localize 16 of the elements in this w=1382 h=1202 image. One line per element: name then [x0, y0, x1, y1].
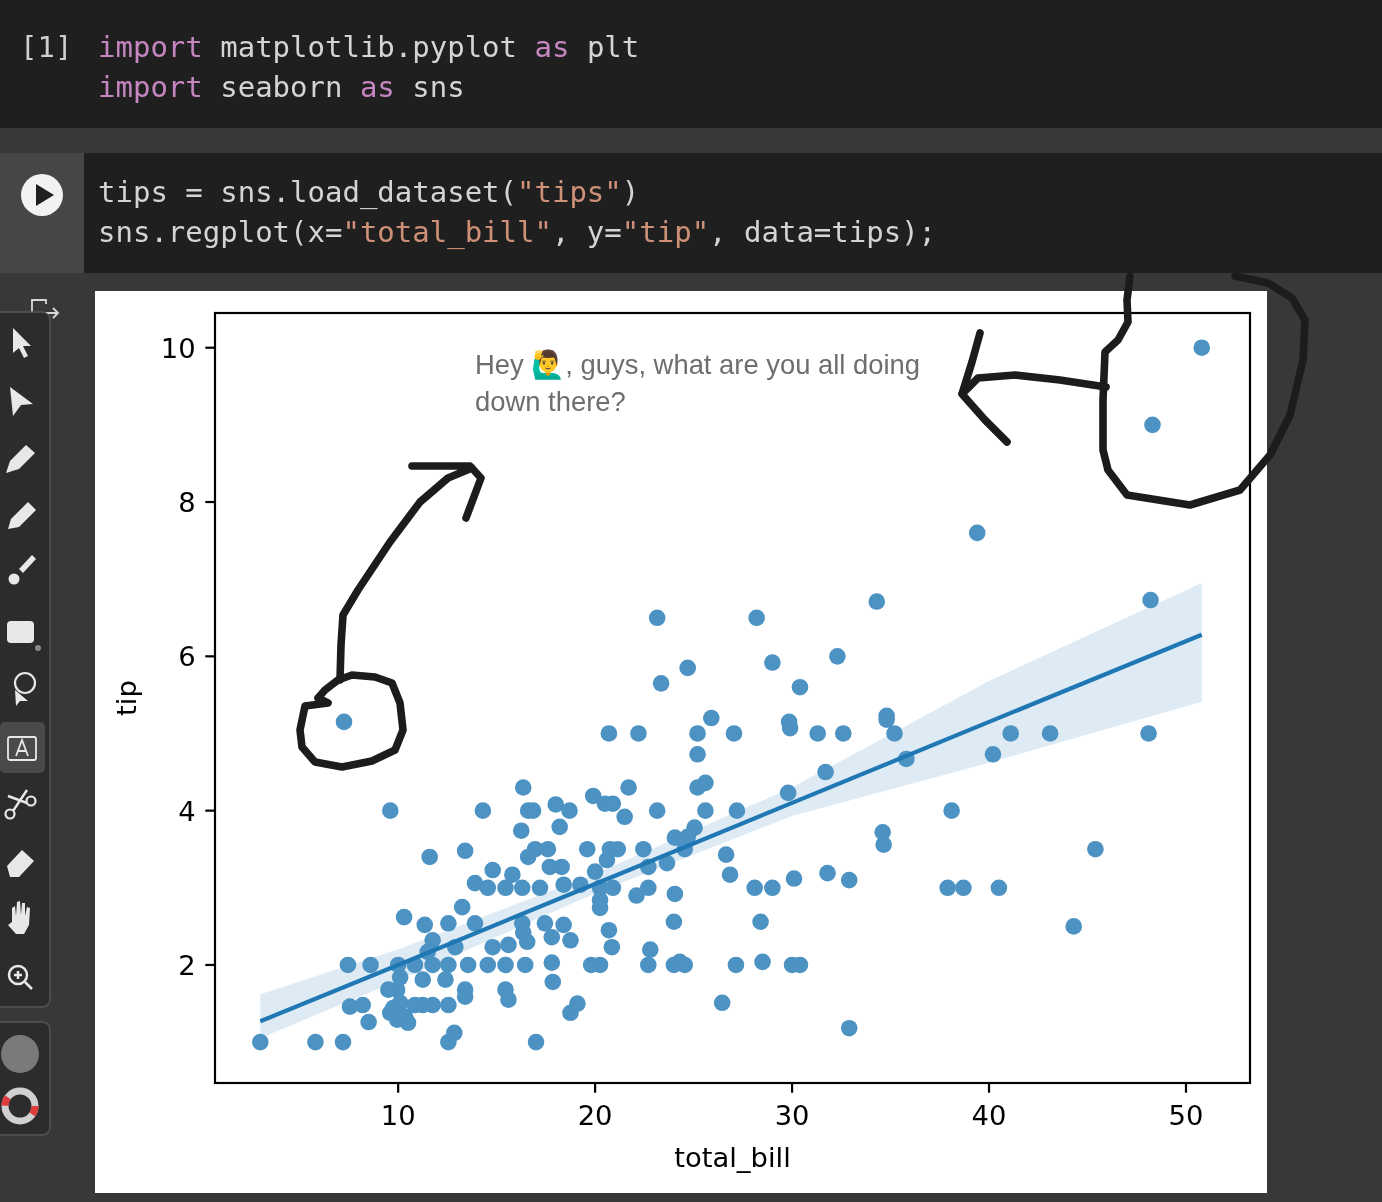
y-tick-label: 2 — [178, 949, 196, 981]
x-tick-label: 20 — [577, 1100, 613, 1131]
y-axis-title: tip — [111, 680, 142, 716]
x-tick-label: 10 — [380, 1100, 416, 1131]
text: [1] — [20, 30, 73, 64]
y-tick-label: 10 — [160, 332, 196, 364]
y-tick-label: 6 — [178, 641, 196, 673]
text: import matplotlib.pyplot as plt import seaborn as sns — [98, 30, 640, 104]
x-tick-label: 30 — [774, 1100, 810, 1131]
x-tick-label: 40 — [971, 1100, 1007, 1131]
y-tick-label: 4 — [178, 795, 196, 827]
x-axis-title: total_bill — [674, 1142, 791, 1173]
text: tips = sns.load_dataset("tips") sns.regplot(x="total_bill", y="tip", data=tips); — [98, 175, 937, 249]
y-tick-label: 8 — [178, 487, 196, 519]
note: Hey 🙋‍♂, guys, what are you all doing down there? — [475, 349, 921, 417]
x-tick-label: 50 — [1168, 1100, 1204, 1131]
